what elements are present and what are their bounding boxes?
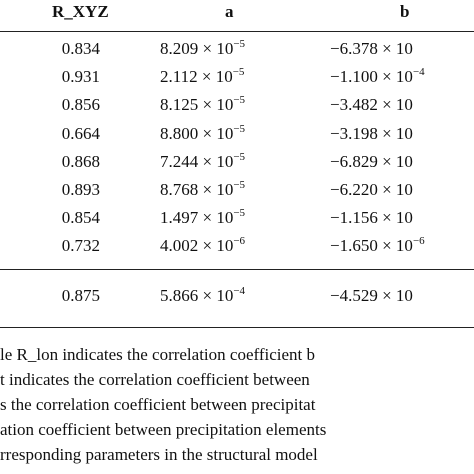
footnote-line: t indicates the correlation coefficient … (0, 370, 310, 389)
coefficient: 8.209 (160, 39, 199, 58)
times-ten: × 10 (202, 123, 234, 143)
cell-rxyz: 0.732 (61, 236, 100, 256)
cell-rxyz: 0.834 (61, 39, 100, 58)
exponent: −5 (233, 207, 246, 220)
cell-b: −6.378 × 10 (330, 39, 413, 59)
coefficient: −6.378 (330, 39, 378, 58)
times-ten: × 10 (382, 208, 413, 228)
times-ten: × 10 (382, 286, 413, 305)
exponent: −6 (233, 235, 246, 248)
exponent: −4 (233, 285, 246, 297)
coefficient: −1.650 (330, 236, 378, 256)
coefficient: 4.002 (160, 236, 199, 256)
footnote-line: le R_lon indicates the correlation coeff… (0, 345, 316, 364)
times-ten: × 10 (382, 236, 413, 256)
times-ten: × 10 (382, 67, 413, 87)
times-ten: × 10 (382, 123, 413, 143)
cell-rxyz: 0.664 (61, 123, 100, 143)
cell-a: 8.125 × 10−5 (160, 95, 245, 115)
times-ten: × 10 (382, 39, 413, 58)
times-ten: × 10 (382, 151, 413, 171)
times-ten: × 10 (202, 180, 234, 199)
cell-rxyz: 0.854 (61, 208, 100, 228)
coefficient: 5.866 (160, 286, 199, 305)
coefficient: 8.125 (160, 95, 199, 115)
times-ten: × 10 (202, 151, 234, 171)
cell-rxyz: 0.931 (61, 67, 100, 87)
cell-rxyz: 0.868 (61, 151, 100, 171)
cell-b: −3.482 × 10 (330, 95, 413, 115)
cell-b: −6.829 × 10 (330, 152, 413, 172)
coefficient: −3.482 (330, 95, 378, 115)
cell-rxyz: 0.893 (61, 180, 100, 199)
cell-b: −3.198 × 10 (330, 124, 413, 144)
header-b: b (400, 2, 410, 21)
header-rxyz: R_XYZ (52, 2, 109, 21)
exponent: −5 (233, 122, 246, 135)
cell-a: 5.866 × 10−4 (160, 286, 245, 306)
exponent: −4 (412, 66, 425, 79)
exponent: −5 (233, 150, 246, 163)
cell-a: 7.244 × 10−5 (160, 150, 246, 172)
coefficient: 8.768 (160, 180, 199, 199)
coefficient: −4.529 (330, 286, 378, 305)
cell-b: −6.220 × 10 (330, 180, 413, 200)
exponent: −5 (233, 94, 246, 107)
footnote-line: ation coefficient between precipitation … (0, 420, 327, 439)
times-ten: × 10 (382, 180, 413, 199)
cell-a: 1.497 × 10−5 (160, 208, 245, 228)
header-a: a (225, 2, 234, 21)
coefficient: −1.100 (330, 67, 378, 87)
cell-b: −4.529 × 10 (330, 286, 413, 306)
coefficient: −1.156 (330, 208, 378, 228)
exponent: −5 (232, 66, 245, 79)
cell-a: 2.112 × 10−5 (160, 67, 244, 87)
bottom-rule (0, 327, 474, 328)
coefficient: −6.829 (330, 151, 378, 171)
cell-a: 8.768 × 10−5 (160, 180, 245, 200)
cell-b: −1.156 × 10 (330, 208, 413, 228)
cell-b: −1.650 × 10−6 (330, 236, 425, 256)
coefficient: 2.112 (160, 67, 198, 87)
cell-b: −1.100 × 10−4 (330, 67, 425, 87)
times-ten: × 10 (202, 286, 234, 305)
cell-a: 8.800 × 10−5 (160, 122, 246, 144)
times-ten: × 10 (202, 236, 234, 256)
exponent: −5 (233, 38, 246, 50)
footnote-line: rresponding parameters in the structural… (0, 445, 318, 464)
times-ten: × 10 (382, 95, 413, 115)
header-rule (0, 31, 474, 32)
coefficient: 8.800 (160, 123, 199, 143)
coefficient: 7.244 (160, 151, 199, 171)
exponent: −6 (412, 235, 425, 248)
times-ten: × 10 (202, 39, 234, 58)
exponent: −5 (233, 179, 246, 191)
body-rule (0, 269, 474, 270)
cell-rxyz: 0.875 (61, 286, 100, 305)
cell-a: 8.209 × 10−5 (160, 39, 245, 59)
coefficient: −3.198 (330, 123, 378, 143)
times-ten: × 10 (202, 208, 234, 228)
footnote-line: s the correlation coefficient between pr… (0, 395, 316, 414)
times-ten: × 10 (202, 95, 234, 115)
cell-a: 4.002 × 10−6 (160, 236, 245, 256)
coefficient: 1.497 (160, 208, 199, 228)
coefficient: −6.220 (330, 180, 378, 199)
cell-rxyz: 0.856 (61, 95, 100, 115)
times-ten: × 10 (201, 67, 233, 87)
